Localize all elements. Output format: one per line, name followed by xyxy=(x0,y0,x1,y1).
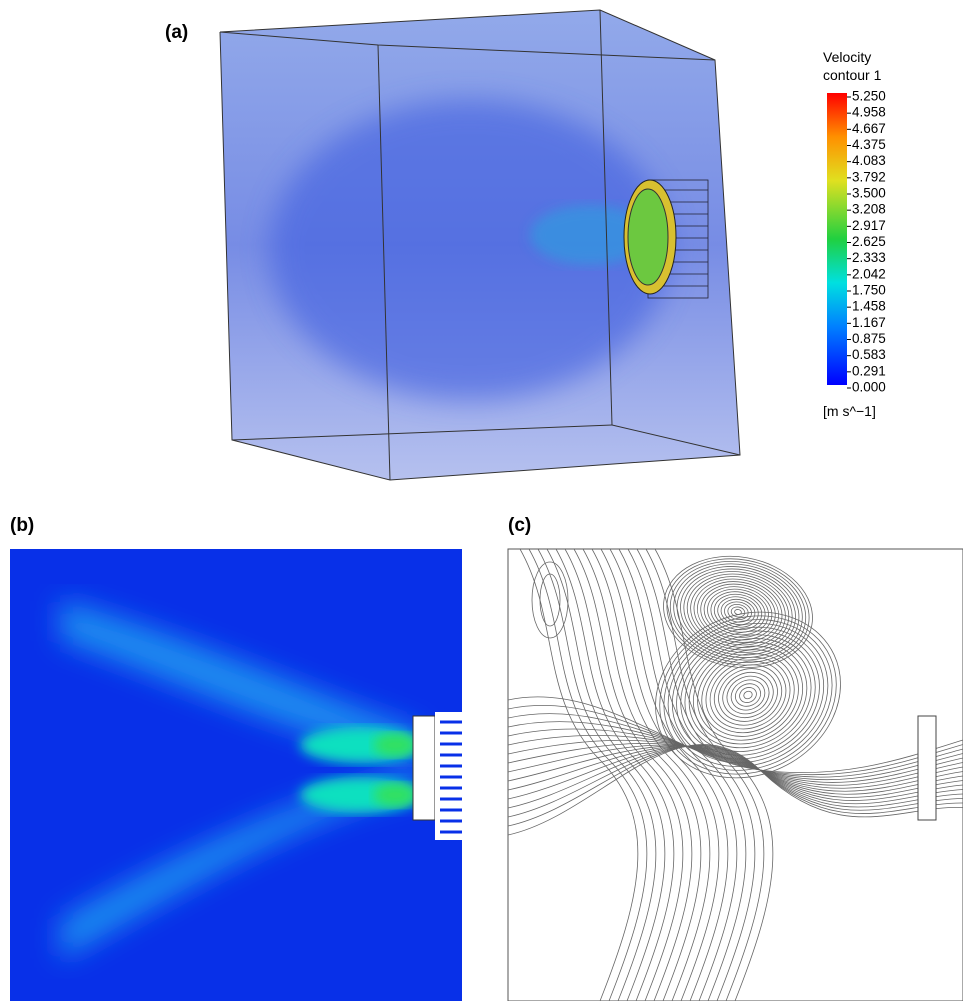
colorbar-tick-label: 2.333 xyxy=(852,250,886,265)
streamline xyxy=(618,549,738,1001)
fan-box xyxy=(412,715,436,821)
colorbar-tick-label: 1.167 xyxy=(852,315,886,330)
streamline xyxy=(720,598,756,626)
jet-lower xyxy=(60,770,420,960)
colorbar-tick-label: 3.792 xyxy=(852,169,886,184)
streamline xyxy=(739,687,757,703)
streamline xyxy=(680,568,796,656)
streamline xyxy=(718,668,778,722)
streamline xyxy=(676,630,820,760)
colorbar-tick-label: 0.583 xyxy=(852,347,886,362)
streamline xyxy=(600,549,720,1001)
colorbar-tick-label: 0.291 xyxy=(852,363,886,378)
cube-edges xyxy=(219,9,741,481)
panel-a: (a) Velocity contour 1 [m s^−1] xyxy=(165,9,882,481)
panel-label: (c) xyxy=(508,515,531,536)
streamline xyxy=(655,611,841,779)
streamline xyxy=(663,619,833,771)
streamline xyxy=(700,583,776,641)
streamline xyxy=(684,638,812,752)
jet-upper xyxy=(60,600,420,760)
streamline xyxy=(676,566,800,658)
streamline xyxy=(582,549,702,1001)
streamline xyxy=(693,578,783,646)
fan-blades xyxy=(627,188,669,286)
panel-c: (c) xyxy=(507,515,963,1001)
streamline xyxy=(531,561,569,639)
legend-unit: [m s^−1] xyxy=(823,403,876,419)
streamline xyxy=(696,581,780,643)
colorbar-tick-label: 2.625 xyxy=(852,234,886,249)
streamline xyxy=(673,563,803,661)
colorbar-tick-label: 3.500 xyxy=(852,186,886,201)
colorbar-tick-label: 1.750 xyxy=(852,283,886,298)
fins xyxy=(440,720,462,834)
streamline xyxy=(680,634,816,756)
streamline xyxy=(727,604,749,620)
streamline xyxy=(710,591,766,633)
legend-title: contour 1 xyxy=(823,67,882,83)
streamline xyxy=(573,549,693,1001)
streamline xyxy=(688,641,808,749)
streamline xyxy=(636,549,756,1001)
streamline xyxy=(734,683,762,707)
streamline xyxy=(555,549,675,1001)
streamline xyxy=(709,660,787,730)
streamline xyxy=(730,679,766,711)
panel-label: (b) xyxy=(10,515,34,536)
streamline xyxy=(671,626,825,764)
streamlines xyxy=(508,549,963,1001)
streamline xyxy=(743,690,753,700)
streamline xyxy=(508,744,963,836)
streamline xyxy=(591,549,711,1001)
streamline xyxy=(508,745,963,818)
colorbar-tick-label: 2.917 xyxy=(852,218,886,233)
colorbar-tick-label: 0.000 xyxy=(852,380,886,395)
streamline xyxy=(705,656,791,734)
streamline xyxy=(519,549,639,1001)
streamline xyxy=(508,744,963,827)
streamline xyxy=(539,573,561,627)
streamline xyxy=(726,675,770,715)
fan-box xyxy=(917,715,937,821)
colorbar-tick-label: 1.458 xyxy=(852,299,886,314)
streamline xyxy=(627,549,747,1001)
panel-label: (a) xyxy=(165,22,188,43)
jet-core xyxy=(373,733,417,757)
legend-title: Velocity xyxy=(823,49,871,65)
colorbar-tick-label: 4.375 xyxy=(852,137,886,152)
streamline xyxy=(546,549,666,1001)
colorbar-tick-label: 0.875 xyxy=(852,331,886,346)
colorbar-tick-label: 3.208 xyxy=(852,202,886,217)
colorbar-tick-label: 5.250 xyxy=(852,89,886,104)
streamline xyxy=(609,549,729,1001)
jet-core xyxy=(373,783,417,807)
streamline xyxy=(645,549,765,1001)
panel-b: (b) xyxy=(10,515,462,1001)
streamline xyxy=(659,615,837,775)
streamline xyxy=(537,549,657,1001)
colorbar xyxy=(827,93,847,385)
flow-region xyxy=(270,100,670,400)
colorbar-tick-label: 4.958 xyxy=(852,105,886,120)
colorbar-tick-label: 2.042 xyxy=(852,266,886,281)
colorbar-tick-label: 4.667 xyxy=(852,121,886,136)
streamline xyxy=(703,586,773,638)
jet xyxy=(530,205,650,265)
streamline xyxy=(713,664,783,726)
streamline xyxy=(667,623,829,767)
streamline xyxy=(654,549,774,1001)
streamline xyxy=(697,649,799,741)
streamline xyxy=(722,671,774,719)
colorbar-tick-label: 4.083 xyxy=(852,153,886,168)
streamline xyxy=(701,653,795,737)
streamline xyxy=(663,555,813,669)
